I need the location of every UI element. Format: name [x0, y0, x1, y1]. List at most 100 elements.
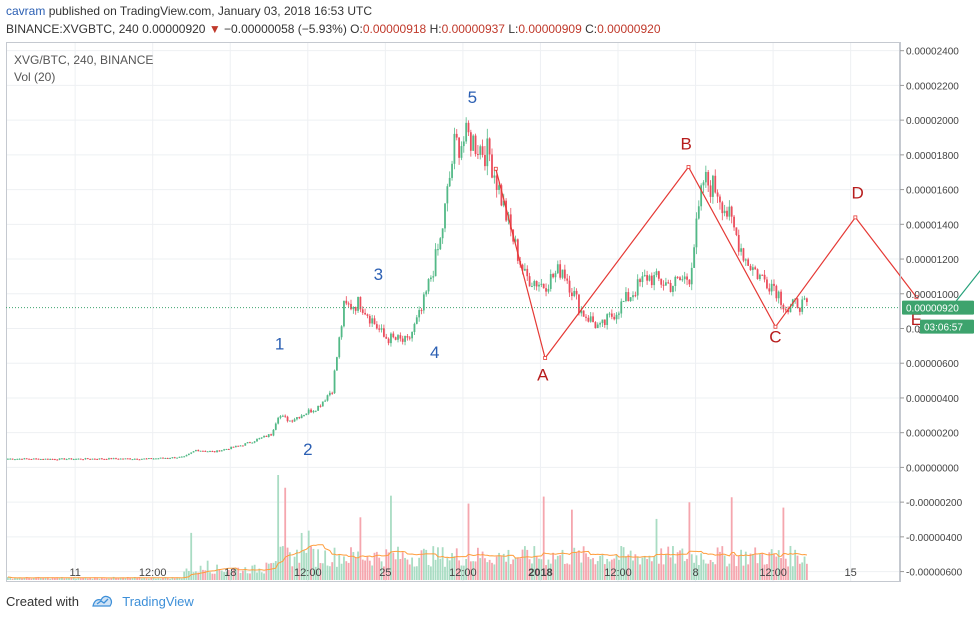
volume-bar — [688, 502, 691, 580]
volume-bar — [477, 547, 479, 580]
volume-bar — [122, 577, 124, 580]
volume-bar — [803, 556, 806, 580]
volume-bar — [305, 552, 308, 580]
chart-area[interactable]: XVG/BTC, 240, BINANCE Vol (20) 1 2 3 4 5 A B C D E 0… — [6, 42, 980, 582]
candle-body — [303, 415, 305, 417]
candle-body — [430, 277, 432, 280]
candle-body — [446, 186, 449, 204]
candle-body — [521, 264, 524, 271]
time-tick-label: 12:00 — [139, 567, 167, 579]
candle-body — [310, 409, 312, 413]
volume-bar — [667, 546, 670, 580]
candle-body — [479, 146, 482, 155]
volume-bar — [357, 551, 359, 580]
candle-body — [714, 175, 717, 193]
volume-bar — [796, 555, 799, 580]
candle-body — [39, 458, 42, 460]
volume-bar — [702, 559, 705, 580]
candle-body — [343, 300, 345, 327]
volume-bar — [751, 554, 754, 580]
volume-bar — [467, 503, 470, 580]
candle-body — [493, 175, 496, 178]
candle-body — [133, 458, 136, 460]
candle-body — [629, 297, 632, 302]
candle-body — [474, 135, 477, 155]
candle-body — [126, 458, 129, 460]
candle-body — [437, 249, 439, 251]
volume-bar — [526, 549, 529, 580]
candle-body — [413, 323, 416, 332]
price-tick-label: 0.00001600 — [906, 186, 959, 197]
volume-bar — [777, 550, 780, 580]
publish-info: cavram published on TradingView.com, Jan… — [6, 4, 372, 18]
volume-bar — [267, 563, 270, 580]
candle-body — [556, 264, 559, 274]
candle-body — [397, 335, 399, 340]
candle-body — [98, 458, 101, 460]
volume-bar — [575, 552, 578, 580]
candle-body — [441, 228, 444, 239]
candle-body — [618, 313, 620, 315]
candle-body — [51, 458, 54, 460]
candle-body — [766, 279, 768, 289]
ohlc-high-label: H: — [429, 22, 442, 36]
candle-body — [345, 300, 348, 304]
volume-bar — [230, 571, 233, 580]
volume-bar — [578, 550, 580, 580]
candle-body — [580, 310, 583, 314]
candle-body — [296, 417, 298, 420]
candle-body — [704, 171, 707, 183]
volume-bar — [256, 572, 258, 580]
candle-body — [37, 458, 40, 460]
candle-body — [509, 214, 512, 230]
candle-body — [317, 405, 319, 411]
volume-bar — [495, 556, 498, 580]
candle-body — [415, 317, 418, 324]
volume-bar — [690, 554, 693, 580]
price-tick-label: 0.00000400 — [906, 394, 959, 405]
candle-body — [340, 326, 343, 338]
volume-bar — [430, 566, 432, 580]
volume-bar — [681, 548, 684, 580]
volume-bar — [354, 557, 357, 580]
volume-bar — [498, 552, 500, 580]
candle-body — [108, 458, 110, 460]
volume-bar — [352, 552, 355, 580]
candle-body — [112, 458, 115, 460]
grid-lines — [6, 42, 900, 582]
wave-label-3: 3 — [374, 265, 383, 284]
candle-body — [488, 138, 491, 155]
volume-bar — [439, 558, 442, 580]
tradingview-link[interactable]: TradingView — [122, 594, 194, 609]
volume-bar — [310, 546, 312, 580]
volume-bar — [350, 547, 352, 580]
volume-bar — [58, 577, 61, 580]
volume-bar — [415, 566, 418, 580]
author-link[interactable]: cavram — [6, 4, 46, 18]
candle-body — [42, 458, 45, 460]
volume-bar — [679, 550, 681, 580]
candle-body — [803, 298, 806, 300]
candle-body — [404, 336, 406, 342]
candle-body — [697, 206, 700, 219]
volume-bar — [260, 572, 263, 580]
candle-body — [18, 458, 21, 460]
candle-body — [65, 459, 68, 461]
wave-label-B: B — [680, 135, 691, 154]
tradingview-logo-icon[interactable] — [91, 594, 113, 611]
current-price-badge — [902, 300, 974, 315]
volume-bar — [347, 562, 350, 580]
volume-bar — [119, 577, 122, 580]
price-tick-label: 0.00002400 — [906, 47, 959, 58]
volume-ma-line — [7, 544, 808, 579]
candle-body — [220, 450, 223, 452]
candle-body — [639, 279, 641, 283]
candle-body — [272, 429, 275, 436]
candle-body — [21, 458, 23, 460]
candle-body — [754, 267, 757, 270]
volume-bar — [366, 556, 369, 580]
volume-bar — [413, 566, 416, 580]
volume-bar — [343, 556, 345, 580]
volume-bar — [566, 563, 569, 580]
